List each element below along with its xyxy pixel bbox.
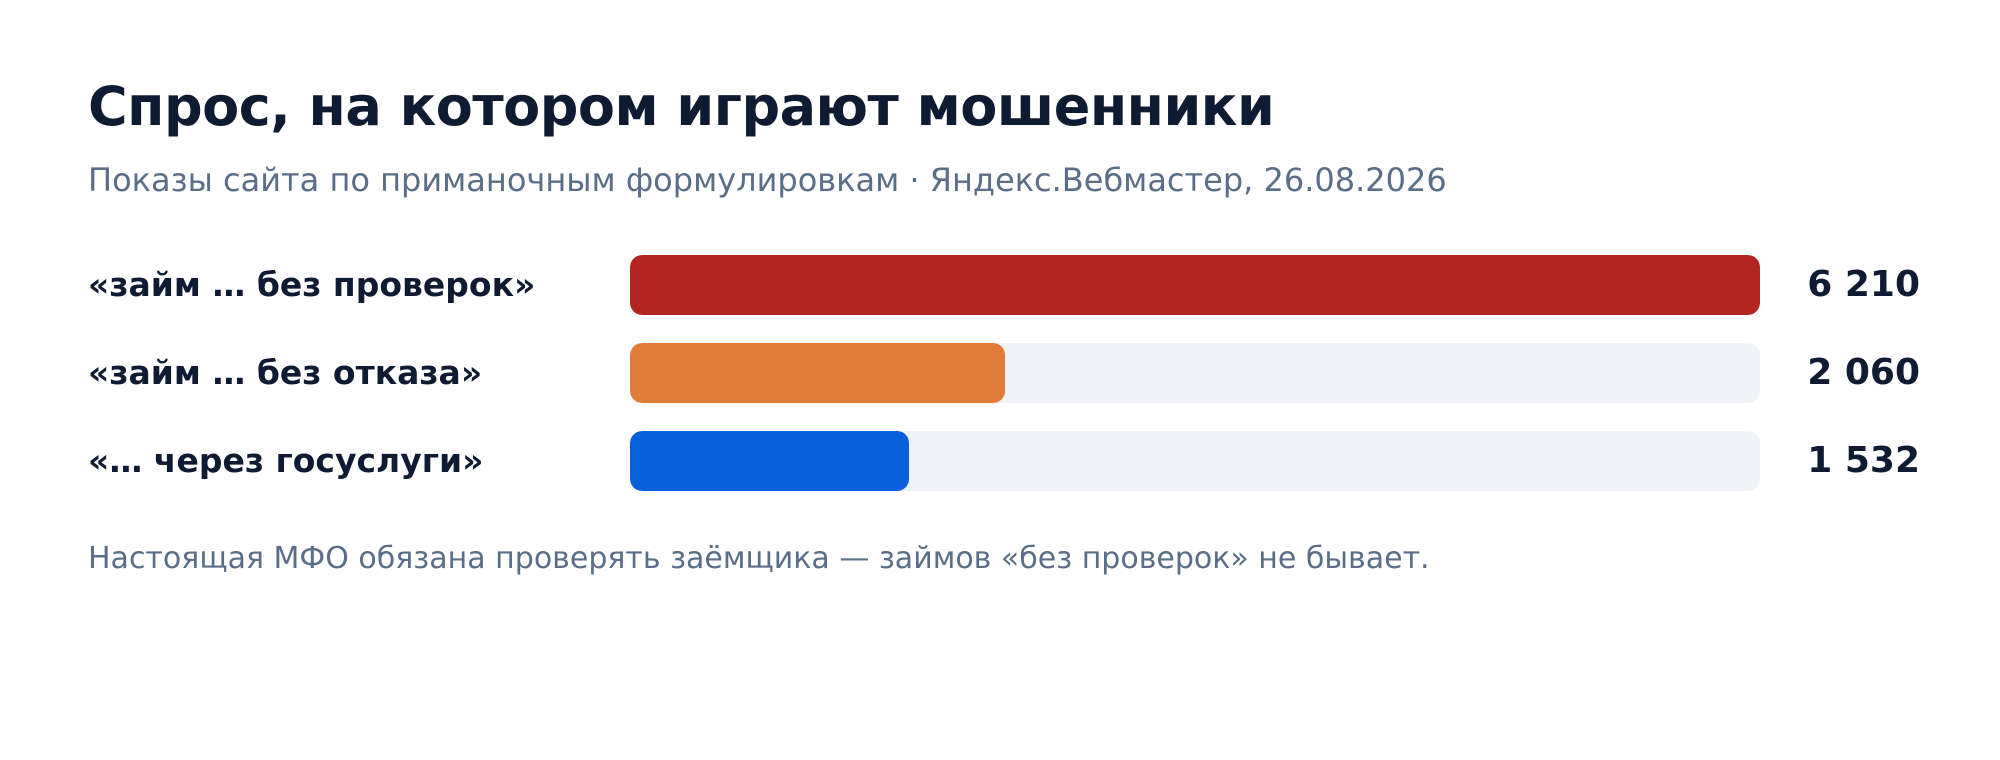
bar-label: «займ … без отказа» bbox=[88, 353, 483, 392]
chart-subtitle: Показы сайта по приманочным формулировка… bbox=[88, 161, 1447, 199]
bar-label: «… через госуслуги» bbox=[88, 441, 484, 480]
bar-track bbox=[630, 343, 1760, 403]
bar-value-label: 6 210 bbox=[1807, 264, 1920, 305]
bar bbox=[630, 431, 909, 491]
bar bbox=[630, 343, 1005, 403]
bar-track bbox=[630, 255, 1760, 315]
chart-title: Спрос, на котором играют мошенники bbox=[88, 75, 1275, 138]
bar-value-label: 1 532 bbox=[1807, 440, 1920, 481]
chart-footnote: Настоящая МФО обязана проверять заёмщика… bbox=[88, 541, 1430, 576]
bar-label: «займ … без проверок» bbox=[88, 265, 536, 304]
bar bbox=[630, 255, 1760, 315]
bar-track bbox=[630, 431, 1760, 491]
bar-value-label: 2 060 bbox=[1807, 352, 1920, 393]
